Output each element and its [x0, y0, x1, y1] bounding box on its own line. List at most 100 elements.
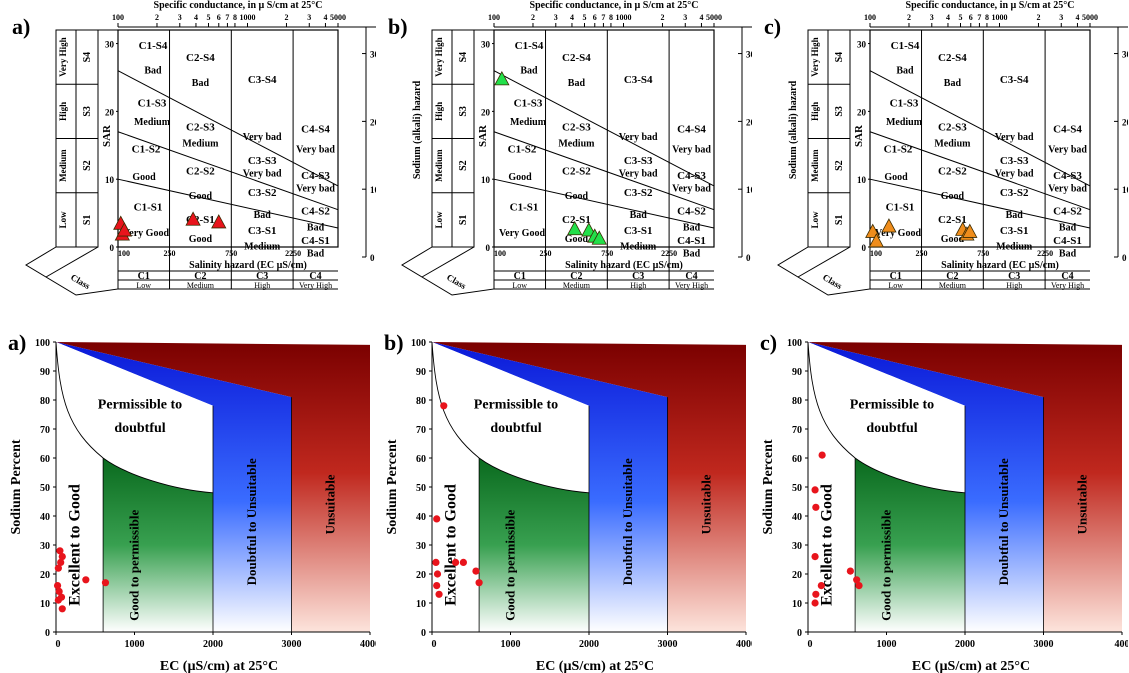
region-doubtful-unsuitable: [56, 342, 292, 632]
y-tick-label: 20: [105, 107, 115, 117]
class-level: Very High: [299, 281, 332, 290]
region-label: Doubtful to Unsuitable: [244, 458, 259, 585]
hazard-boundary: [493, 178, 715, 229]
bottom-tick-label: 2250: [285, 249, 301, 258]
y-tick-label: 10: [857, 175, 867, 185]
top-tick-label: 4: [194, 13, 198, 22]
y-tick-label: 50: [40, 483, 50, 494]
zone-label: Bad: [520, 65, 538, 76]
hazard-axis-label: Sodium (alkali) hazard: [412, 80, 423, 179]
class-level: High: [630, 281, 646, 290]
right-tick-label: 10: [1122, 185, 1128, 195]
y-tick-label: 80: [416, 396, 426, 407]
x-tick-label: 1000: [877, 639, 897, 650]
y-tick-label: 50: [416, 483, 426, 494]
zone-label: Good: [565, 234, 589, 245]
right-tick-label: 10: [370, 185, 376, 195]
zone-label: C1-S2: [132, 144, 161, 156]
zone-label: Bad: [683, 248, 701, 259]
zone-label: Very bad: [243, 132, 282, 143]
data-point-circle: [82, 576, 90, 584]
bottom-tick-label: 100: [494, 249, 506, 258]
zone-label: C4-S3: [301, 170, 330, 182]
y-tick-label: 100: [35, 338, 50, 349]
x-tick-label: 0: [56, 639, 61, 650]
zone-label: C1-S2: [508, 144, 537, 156]
zone-label: C1-S1: [510, 201, 539, 213]
right-tick-label: 30: [370, 50, 376, 60]
x-axis-label: Salinity hazard (EC µS/cm): [565, 260, 683, 271]
data-point-circle: [433, 582, 441, 590]
data-point-circle: [101, 579, 110, 587]
y-tick-label: 10: [792, 599, 802, 610]
bottom-tick-label: 100: [118, 249, 130, 258]
zone-label: C4-S4: [677, 123, 706, 135]
right-tick-label: 20: [746, 117, 752, 127]
data-point-circle: [855, 582, 863, 590]
x-tick-label: 4000: [736, 639, 752, 650]
zone-label: C2-S4: [938, 52, 967, 64]
bottom-tick-label: 250: [540, 249, 552, 258]
zone-label: C3-S3: [1000, 155, 1029, 167]
y-tick-label: 40: [40, 512, 50, 523]
data-point-circle: [54, 564, 62, 572]
region-doubtful-unsuitable: [432, 342, 668, 632]
x-tick-label: 0: [808, 639, 813, 650]
y-tick-label: 10: [481, 175, 491, 185]
region-label: Good to permissible: [878, 509, 893, 620]
data-point-circle: [811, 553, 819, 561]
sar-band-level: Medium: [58, 149, 68, 182]
class-base: [777, 246, 871, 296]
sar-band-label: S2: [458, 160, 469, 171]
zone-label: Bad: [896, 65, 914, 76]
y-tick-label: 0: [486, 243, 491, 253]
top-tick-label: 2: [907, 13, 911, 22]
region-boundary: [807, 341, 966, 494]
x-tick-label: 4000: [360, 639, 376, 650]
zone-label: Good: [508, 172, 532, 183]
y-tick-label: 0: [45, 628, 50, 639]
y-tick-label: 90: [40, 367, 50, 378]
class-base: [25, 246, 119, 296]
sar-band-level: Very High: [810, 37, 820, 76]
top-tick-label: 7: [601, 13, 605, 22]
top-tick-label: 5: [959, 13, 963, 22]
zone-label: C1-S1: [886, 201, 915, 213]
top-tick-label: 5: [207, 13, 211, 22]
zone-label: C1-S3: [514, 98, 543, 110]
panel-label: c): [760, 330, 777, 355]
data-point-circle: [55, 587, 63, 595]
zone-label: Bad: [1006, 210, 1024, 221]
zone-label: C4-S4: [301, 123, 330, 135]
zone-label: C4-S3: [1053, 170, 1082, 182]
top-tick-label: 3: [1059, 13, 1063, 22]
zone-label: C3-S4: [1000, 74, 1029, 86]
sar-band-label: S3: [82, 106, 93, 117]
sar-band-label: S2: [82, 160, 93, 171]
right-tick-label: 30: [1122, 50, 1128, 60]
zone-label: Very bad: [296, 145, 335, 156]
region-label: Good to permissible: [126, 509, 141, 620]
x-axis-label: EC (µS/cm) at 25°C: [912, 659, 1030, 673]
y-tick-label: 100: [787, 338, 802, 349]
ussl-chart-c: c) Specific conductance, in µ S/cm at 25°…: [764, 0, 1128, 296]
sar-band-label: S2: [834, 160, 845, 171]
sar-band-level: Low: [58, 211, 68, 229]
region-label: Doubtful to Unsuitable: [996, 458, 1011, 585]
y-tick-label: 0: [797, 628, 802, 639]
sar-band-label: S3: [458, 106, 469, 117]
top-tick-label: 4: [699, 13, 703, 22]
x-axis-label: EC (µS/cm) at 25°C: [160, 659, 278, 673]
zone-label: Very bad: [243, 168, 282, 179]
y-tick-label: 0: [110, 243, 115, 253]
class-label: C2: [194, 271, 206, 282]
zone-label: Medium: [510, 117, 547, 128]
zone-label: C3-S4: [624, 74, 653, 86]
x-tick-label: 3000: [282, 639, 302, 650]
zone-label: Very bad: [995, 132, 1034, 143]
ussl-chart-b: b) Specific conductance, in µ S/cm at 25°…: [388, 0, 752, 296]
region-label: doubtful: [866, 421, 917, 436]
zone-label: Bad: [630, 210, 648, 221]
region-good-permissible: [103, 458, 213, 632]
top-tick-label: 3: [683, 13, 687, 22]
